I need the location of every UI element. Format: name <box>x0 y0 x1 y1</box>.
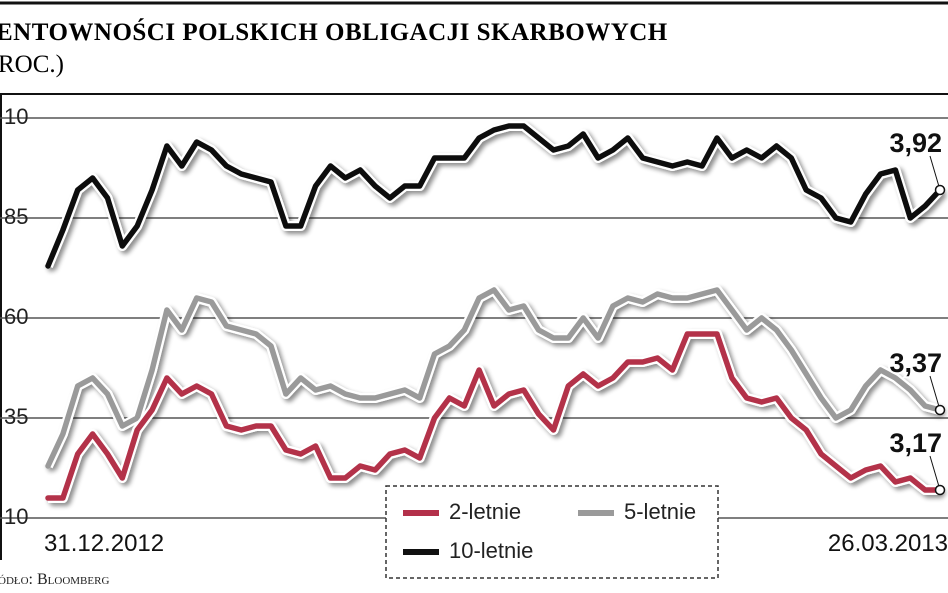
series-halo <box>43 121 944 268</box>
series-line <box>45 331 943 501</box>
end-marker <box>934 404 946 416</box>
value-label: 3,17 <box>889 428 942 458</box>
series-line <box>45 123 943 269</box>
legend-label: 5-letnie <box>624 499 696 524</box>
lines <box>43 121 944 503</box>
value-label: 3,37 <box>889 348 942 378</box>
end-marker <box>934 184 946 196</box>
grid: 10 85 60 35 10 31.12.2012 26.03.2013 <box>0 104 948 557</box>
y-tick-label: 60 <box>4 304 28 329</box>
y-tick-label: 85 <box>4 204 28 229</box>
y-tick-label: 10 <box>4 104 28 129</box>
end-labels: 3,92 3,37 3,17 <box>887 126 946 496</box>
legend-box <box>385 485 719 579</box>
chart-title: ENTOWNOŚCI POLSKICH OBLIGACJI SKARBOWYCH <box>0 18 668 46</box>
legend-label: 10-letnie <box>449 538 533 563</box>
legend: 2-letnie 5-letnie 10-letnie <box>403 499 696 563</box>
legend-label: 2-letnie <box>449 499 521 524</box>
y-tick-label: 10 <box>4 504 28 529</box>
series-halo <box>48 329 940 503</box>
leader-line <box>929 455 941 491</box>
source: ódło: Bloomberg <box>0 571 109 588</box>
x-tick-label: 26.03.2013 <box>828 530 948 557</box>
leader-line <box>929 375 941 411</box>
chart-subtitle: ROC.) <box>0 51 64 78</box>
x-tick-label: 31.12.2012 <box>44 530 164 557</box>
series-line <box>45 287 943 469</box>
end-marker <box>934 484 946 496</box>
value-label: 3,92 <box>889 128 942 158</box>
leader-line <box>929 155 941 191</box>
y-tick-label: 35 <box>4 404 28 429</box>
